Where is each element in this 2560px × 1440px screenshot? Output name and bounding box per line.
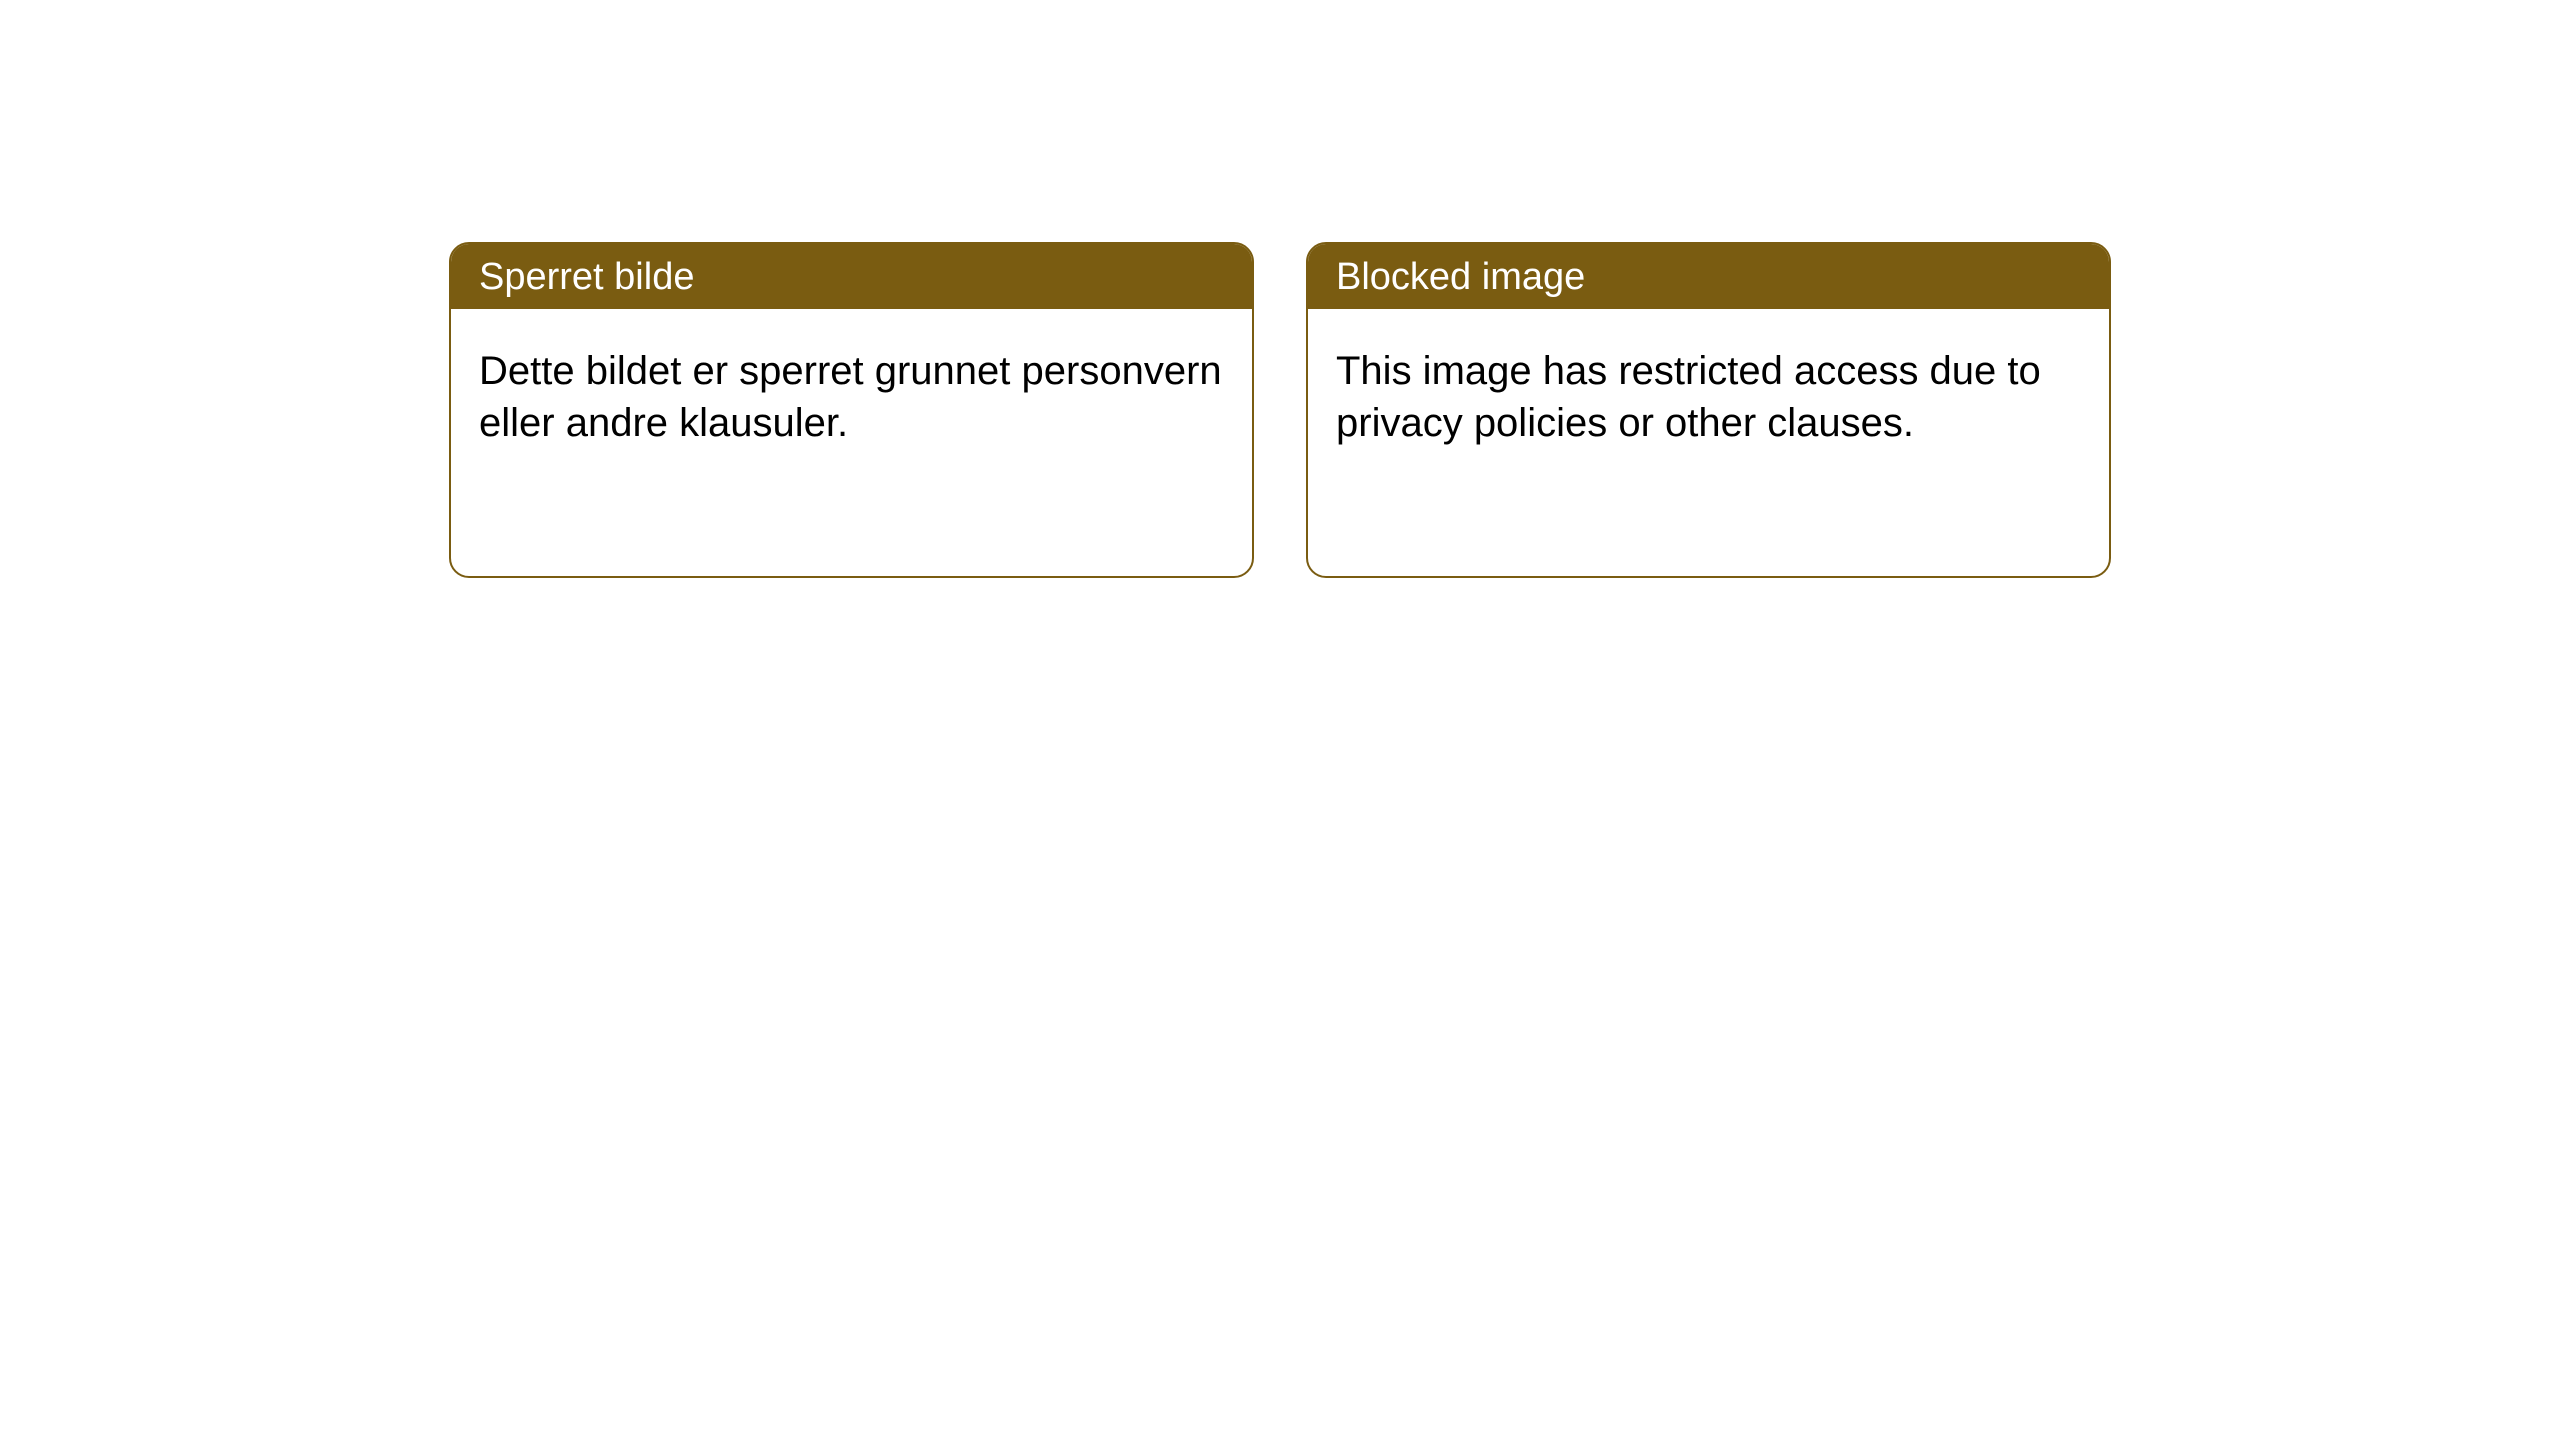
notice-card-english: Blocked image This image has restricted … [1306,242,2111,578]
card-body-text: This image has restricted access due to … [1336,349,2041,445]
card-body-text: Dette bildet er sperret grunnet personve… [479,349,1222,445]
notice-card-norwegian: Sperret bilde Dette bildet er sperret gr… [449,242,1254,578]
card-body: This image has restricted access due to … [1308,309,2109,477]
card-title: Blocked image [1336,256,1585,298]
notice-cards-container: Sperret bilde Dette bildet er sperret gr… [449,242,2111,578]
card-title: Sperret bilde [479,256,694,298]
card-header: Sperret bilde [451,244,1252,309]
card-header: Blocked image [1308,244,2109,309]
card-body: Dette bildet er sperret grunnet personve… [451,309,1252,477]
